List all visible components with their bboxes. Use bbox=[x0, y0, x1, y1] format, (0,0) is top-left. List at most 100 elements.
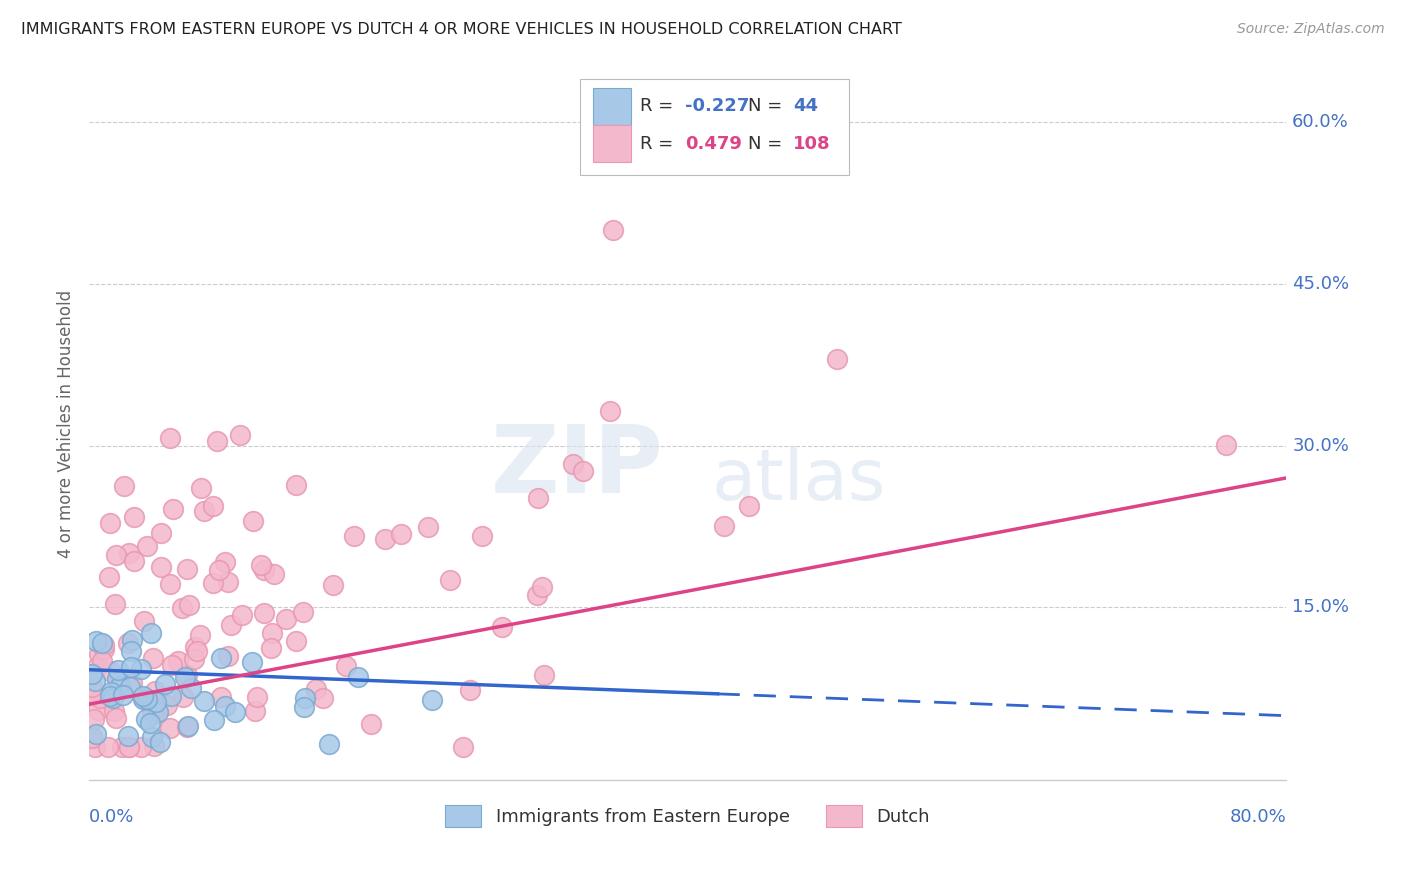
Point bbox=[229, 428, 252, 442]
Point bbox=[246, 690, 269, 704]
Point bbox=[80, 731, 103, 745]
Point bbox=[343, 529, 366, 543]
Point bbox=[170, 600, 193, 615]
Point bbox=[180, 681, 202, 695]
Point bbox=[291, 606, 314, 620]
Point bbox=[242, 655, 264, 669]
Point bbox=[167, 654, 190, 668]
Point bbox=[118, 680, 141, 694]
Text: R =: R = bbox=[640, 97, 679, 115]
Point bbox=[117, 636, 139, 650]
Point bbox=[98, 664, 121, 678]
Point bbox=[84, 660, 107, 674]
Point bbox=[138, 715, 160, 730]
Point bbox=[141, 730, 163, 744]
Point bbox=[335, 658, 357, 673]
Point bbox=[262, 625, 284, 640]
Point bbox=[274, 612, 297, 626]
Point bbox=[87, 647, 110, 661]
Point bbox=[98, 689, 121, 703]
Point bbox=[89, 690, 111, 705]
Point bbox=[217, 575, 239, 590]
Point bbox=[84, 673, 107, 688]
Point bbox=[439, 573, 461, 587]
Point bbox=[96, 740, 118, 755]
Text: R =: R = bbox=[640, 135, 679, 153]
Point bbox=[105, 711, 128, 725]
Point bbox=[98, 516, 121, 530]
Point bbox=[471, 529, 494, 543]
Point bbox=[132, 692, 155, 706]
Point bbox=[135, 712, 157, 726]
Point bbox=[107, 663, 129, 677]
Point bbox=[136, 691, 159, 706]
Point bbox=[83, 740, 105, 755]
Point bbox=[104, 597, 127, 611]
Point bbox=[527, 491, 550, 505]
Text: 45.0%: 45.0% bbox=[1292, 275, 1350, 293]
Point bbox=[177, 599, 200, 613]
Point bbox=[174, 670, 197, 684]
Point bbox=[84, 727, 107, 741]
Text: atlas: atlas bbox=[711, 447, 886, 516]
Point bbox=[713, 519, 735, 533]
Point bbox=[186, 644, 208, 658]
Point bbox=[214, 699, 236, 714]
Point bbox=[80, 666, 103, 681]
Point bbox=[141, 704, 163, 718]
Point bbox=[120, 644, 142, 658]
Point bbox=[172, 690, 194, 704]
Point bbox=[491, 620, 513, 634]
FancyBboxPatch shape bbox=[593, 126, 631, 162]
Point bbox=[602, 223, 624, 237]
Text: 108: 108 bbox=[793, 135, 831, 153]
Point bbox=[101, 691, 124, 706]
Point bbox=[82, 686, 104, 700]
Point bbox=[160, 689, 183, 703]
Point bbox=[108, 680, 131, 694]
Point bbox=[121, 632, 143, 647]
Point bbox=[111, 688, 134, 702]
Point bbox=[122, 554, 145, 568]
Point bbox=[561, 457, 583, 471]
Point bbox=[360, 716, 382, 731]
Text: 60.0%: 60.0% bbox=[1292, 113, 1348, 131]
Text: N =: N = bbox=[748, 97, 787, 115]
Point bbox=[80, 680, 103, 694]
Point bbox=[143, 683, 166, 698]
Point bbox=[159, 431, 181, 445]
Point bbox=[418, 520, 440, 534]
Point bbox=[374, 533, 396, 547]
Point bbox=[93, 638, 115, 652]
Point bbox=[129, 662, 152, 676]
Text: 30.0%: 30.0% bbox=[1292, 436, 1350, 455]
Point bbox=[249, 558, 271, 572]
Point bbox=[285, 477, 308, 491]
Text: 80.0%: 80.0% bbox=[1229, 808, 1286, 826]
Point bbox=[205, 434, 228, 448]
Legend: Immigrants from Eastern Europe, Dutch: Immigrants from Eastern Europe, Dutch bbox=[439, 798, 938, 835]
Point bbox=[217, 649, 239, 664]
Point bbox=[156, 698, 179, 712]
Point bbox=[322, 578, 344, 592]
Point bbox=[135, 539, 157, 553]
Point bbox=[311, 690, 333, 705]
FancyBboxPatch shape bbox=[579, 79, 849, 175]
Point bbox=[120, 659, 142, 673]
Point bbox=[177, 719, 200, 733]
FancyBboxPatch shape bbox=[593, 87, 631, 125]
Point bbox=[599, 404, 621, 418]
Point bbox=[118, 740, 141, 755]
Point bbox=[202, 499, 225, 513]
Point bbox=[531, 580, 554, 594]
Point bbox=[100, 685, 122, 699]
Point bbox=[533, 667, 555, 681]
Point bbox=[118, 740, 141, 755]
Text: IMMIGRANTS FROM EASTERN EUROPE VS DUTCH 4 OR MORE VEHICLES IN HOUSEHOLD CORRELAT: IMMIGRANTS FROM EASTERN EUROPE VS DUTCH … bbox=[21, 22, 903, 37]
Text: Source: ZipAtlas.com: Source: ZipAtlas.com bbox=[1237, 22, 1385, 37]
Point bbox=[1215, 438, 1237, 452]
Point bbox=[176, 562, 198, 576]
Point bbox=[209, 690, 232, 705]
Point bbox=[221, 618, 243, 632]
Point bbox=[176, 720, 198, 734]
